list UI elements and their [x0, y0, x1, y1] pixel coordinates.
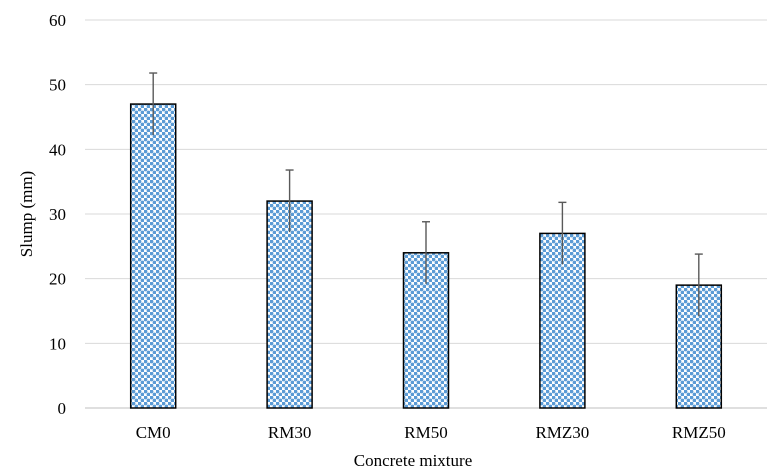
x-axis-title: Concrete mixture	[354, 451, 473, 470]
y-tick-label: 10	[49, 334, 66, 353]
error-bar-rmz50	[694, 253, 703, 317]
x-tick-label: RMZ30	[535, 423, 589, 442]
x-tick-label: RM30	[268, 423, 311, 442]
y-tick-label: 0	[58, 399, 67, 418]
y-tick-label: 30	[49, 205, 66, 224]
y-tick-label: 40	[49, 140, 66, 159]
x-category-labels: CM0 RM30 RM50 RMZ30 RMZ50	[136, 423, 726, 442]
x-tick-label: RM50	[404, 423, 447, 442]
error-bars	[149, 72, 703, 317]
bars	[129, 103, 723, 409]
bar-rm30	[266, 200, 313, 409]
y-tick-labels: 0 10 20 30 40 50 60	[49, 11, 66, 418]
bar-cm0	[129, 103, 177, 409]
error-bar-cm0	[149, 72, 158, 136]
x-tick-label: CM0	[136, 423, 171, 442]
y-tick-label: 60	[49, 11, 66, 30]
error-bar-rm30	[285, 169, 294, 233]
y-axis-title: Slump (mm)	[17, 171, 36, 257]
x-tick-label: RMZ50	[672, 423, 726, 442]
y-tick-label: 50	[49, 76, 66, 95]
error-bar-rm50	[422, 221, 430, 284]
y-tick-label: 20	[49, 270, 66, 289]
error-bar-rmz30	[558, 201, 567, 265]
